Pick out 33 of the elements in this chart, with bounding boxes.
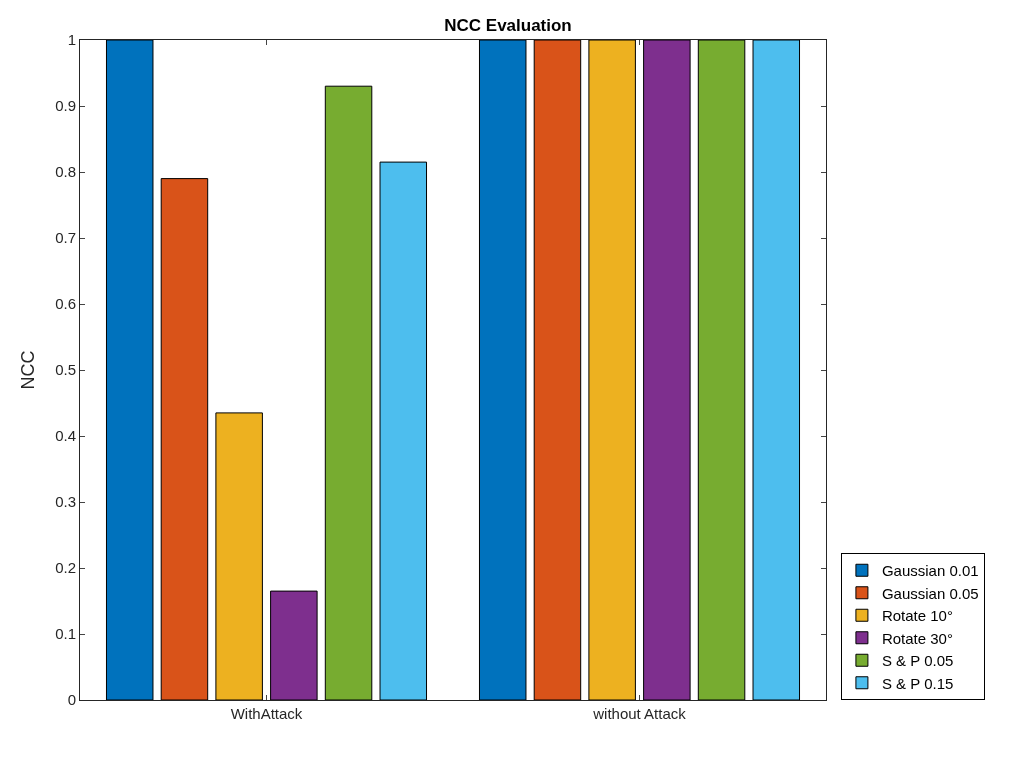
y-tick-label: 0: [67, 691, 76, 709]
y-tick-label: 0.1: [55, 625, 76, 643]
x-tick-label: WithAttack: [230, 705, 303, 722]
legend-label: Rotate 30°: [881, 629, 953, 647]
bar: [270, 590, 318, 700]
y-axis-title: NCC: [18, 350, 39, 390]
x-tick-label: without Attack: [592, 705, 687, 722]
legend-label: Rotate 10°: [881, 607, 953, 625]
bar: [697, 40, 746, 700]
y-tick-label: 0.8: [55, 163, 76, 181]
y-tick-label: 0.7: [55, 229, 76, 247]
legend-label: S & P 0.15: [881, 674, 954, 692]
y-tick-label: 1: [67, 31, 76, 49]
y-tick-label: 0.6: [55, 295, 76, 313]
bar: [588, 40, 636, 700]
bar: [160, 178, 209, 700]
y-tick-label: 0.4: [55, 427, 76, 445]
bar: [105, 40, 154, 700]
chart-title: NCC Evaluation: [444, 15, 572, 35]
bar: [324, 85, 373, 700]
bar: [379, 161, 428, 700]
y-tick-label: 0.9: [55, 97, 76, 115]
bar: [752, 40, 801, 700]
y-tick-label: 0.3: [55, 493, 76, 511]
bar: [643, 40, 691, 700]
y-tick-label: 0.2: [55, 559, 76, 577]
legend-label: Gaussian 0.05: [881, 584, 979, 602]
legend-label: Gaussian 0.01: [881, 562, 979, 580]
bar: [215, 412, 263, 700]
legend-label: S & P 0.05: [881, 652, 954, 670]
bar: [533, 40, 582, 700]
y-tick-label: 0.5: [55, 361, 76, 379]
bar: [478, 40, 527, 700]
